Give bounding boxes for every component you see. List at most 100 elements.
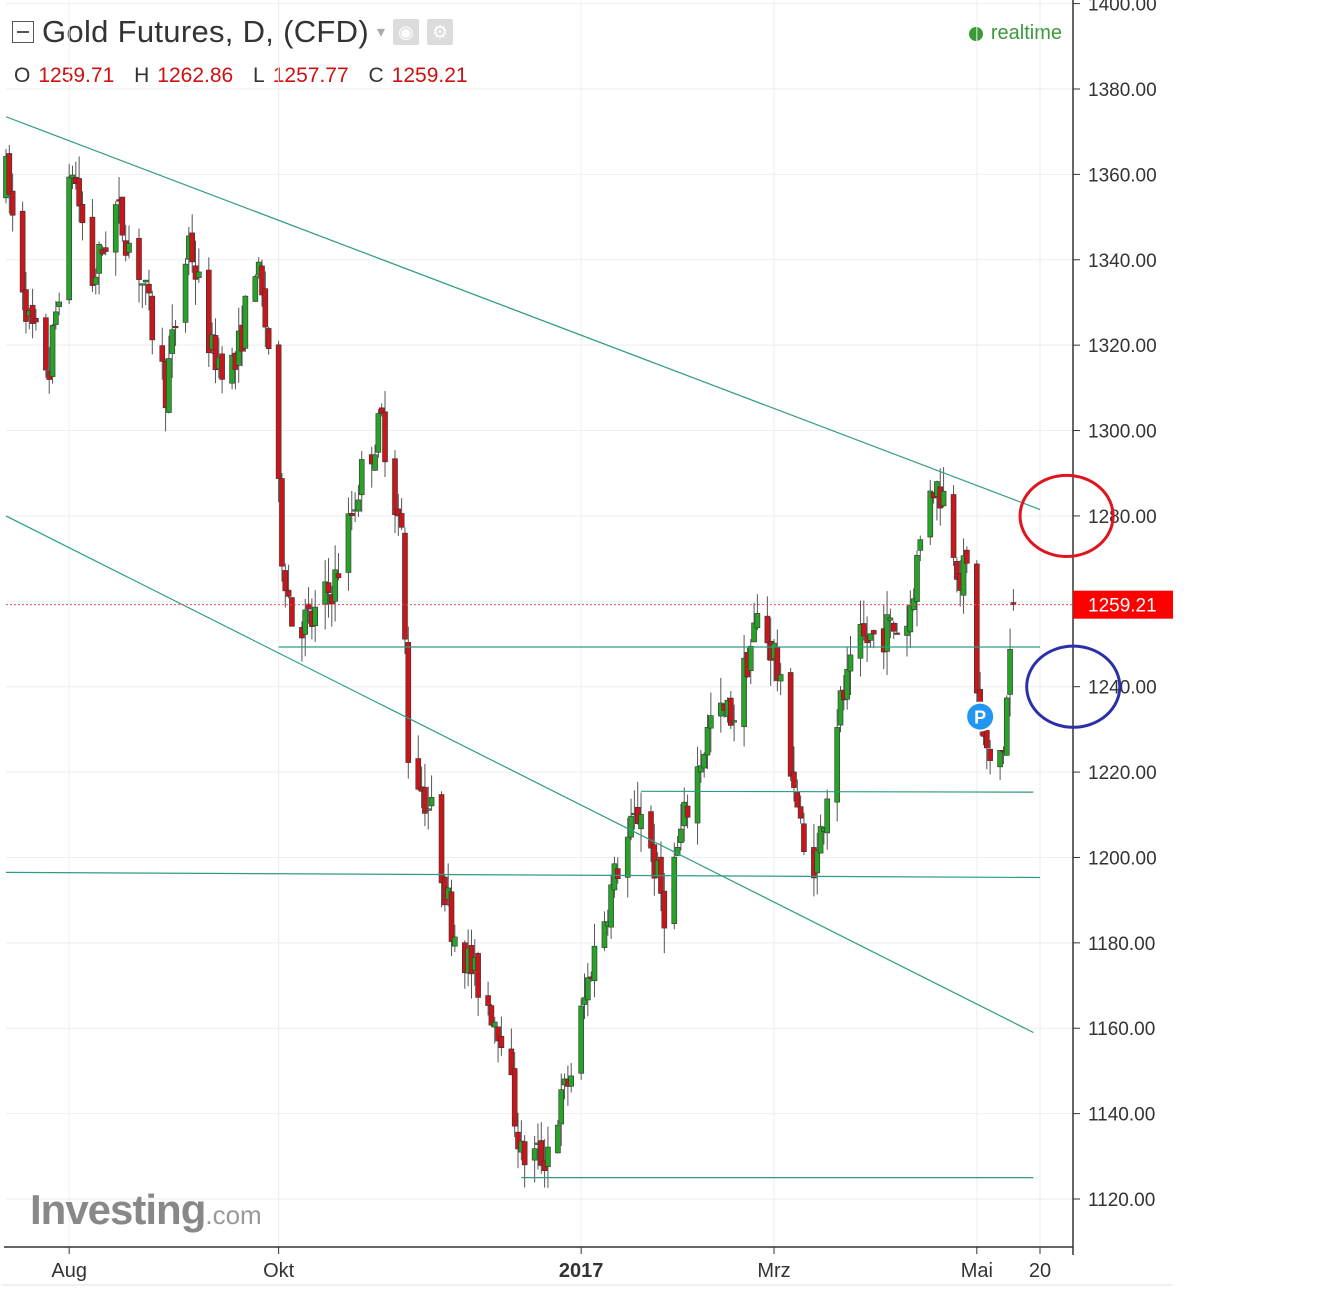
x-tick-label: Okt: [263, 1260, 295, 1282]
candle-down: [19, 210, 26, 293]
candle-up: [53, 311, 59, 325]
candle-up: [491, 1021, 498, 1028]
candle-down: [974, 563, 980, 694]
eye-icon[interactable]: ◉: [393, 19, 420, 45]
candle-up: [678, 828, 684, 843]
candle-down: [764, 615, 771, 644]
candle-up: [741, 657, 747, 728]
candle-down: [305, 603, 312, 610]
x-tick-label: 20: [1029, 1260, 1051, 1282]
candle-up: [628, 815, 634, 838]
candle-down: [894, 632, 900, 635]
ohlc-high-key: H: [134, 64, 150, 87]
candle-up: [345, 513, 352, 573]
candle-down: [146, 283, 152, 294]
candle-down: [402, 532, 408, 640]
x-tick-label: Mai: [961, 1260, 993, 1282]
collapse-icon[interactable]: [12, 21, 34, 43]
candle-up: [428, 797, 435, 807]
candle-down: [285, 589, 292, 597]
candle-down: [279, 478, 285, 567]
p-marker-label: P: [974, 708, 986, 728]
ohlc-close-value: 1259.21: [391, 64, 468, 87]
candle-down: [398, 513, 405, 528]
descending-channel-low-line: [5, 515, 1034, 1034]
candle-up: [92, 276, 99, 285]
y-tick-label: 1200.00: [1088, 848, 1157, 869]
candle-down: [422, 787, 428, 814]
candle-up: [867, 633, 874, 641]
candle-down: [206, 269, 212, 354]
candle-down: [392, 458, 398, 516]
candle-down: [661, 890, 668, 929]
candle-up: [624, 836, 631, 878]
candle-up: [997, 750, 1003, 768]
candle-down: [511, 1068, 518, 1127]
candle-down: [189, 232, 195, 263]
candle-up: [887, 617, 894, 621]
candle-down: [395, 508, 402, 517]
candle-up: [940, 490, 947, 507]
candle-up: [581, 997, 588, 1005]
candle-up: [139, 283, 146, 286]
candle-down: [801, 823, 807, 852]
x-tick-label: Aug: [51, 1260, 87, 1282]
candle-up: [960, 555, 967, 596]
status-dot-icon: [968, 26, 983, 41]
candle-down: [614, 868, 621, 879]
candle-up: [69, 174, 76, 179]
candle-down: [76, 178, 82, 207]
candle-down: [521, 1141, 528, 1166]
chart-header: Gold Futures, D, (CFD) ▾ ◉ ⚙: [12, 14, 454, 50]
candle-down: [508, 1048, 515, 1076]
candle-down: [29, 304, 36, 324]
candle-up: [844, 668, 850, 700]
candle-up: [701, 753, 707, 769]
candle-up: [585, 977, 591, 1001]
candle-up: [56, 301, 62, 307]
candle-down: [870, 630, 877, 635]
candle-up: [694, 766, 701, 824]
candle-up: [777, 674, 784, 682]
candle-down: [954, 561, 960, 580]
candle-up: [754, 613, 761, 629]
candle-down: [684, 805, 691, 818]
ohlc-low-value: 1257.77: [272, 64, 349, 87]
x-tick-label: 2017: [559, 1260, 604, 1282]
y-tick-label: 1360.00: [1088, 165, 1157, 186]
candle-up: [751, 622, 757, 643]
realtime-label: realtime: [990, 22, 1062, 44]
descending-resistance-line: [5, 116, 1041, 511]
candle-up: [49, 325, 56, 377]
candle-down: [794, 792, 801, 808]
candle-up: [698, 765, 704, 773]
candle-up: [166, 358, 172, 413]
candle-up: [708, 715, 714, 729]
candle-down: [89, 216, 96, 286]
candle-down: [405, 642, 412, 763]
candle-down: [1010, 602, 1017, 605]
candle-down: [325, 582, 332, 594]
symbol-title[interactable]: Gold Futures, D, (CFD): [42, 14, 369, 49]
x-tick-label: Mrz: [757, 1260, 790, 1282]
candle-up: [927, 490, 934, 538]
candle-down: [348, 513, 355, 516]
candle-up: [747, 645, 754, 671]
y-tick-label: 1220.00: [1088, 763, 1157, 784]
candle-up: [847, 654, 854, 672]
gear-icon[interactable]: ⚙: [427, 19, 454, 45]
chevron-down-icon[interactable]: ▾: [376, 24, 386, 41]
candle-down: [860, 623, 867, 637]
candle-down: [488, 1005, 495, 1026]
resistance-ellipse: [1018, 473, 1115, 558]
candle-up: [608, 884, 614, 928]
candle-up: [1007, 648, 1013, 695]
candle-down: [485, 995, 491, 1006]
candle-down: [498, 1035, 505, 1048]
candle-down: [172, 326, 179, 329]
candle-up: [355, 499, 362, 512]
candle-down: [6, 153, 13, 195]
ohlc-high-value: 1262.86: [157, 64, 234, 87]
y-tick-label: 1400.00: [1088, 0, 1157, 16]
